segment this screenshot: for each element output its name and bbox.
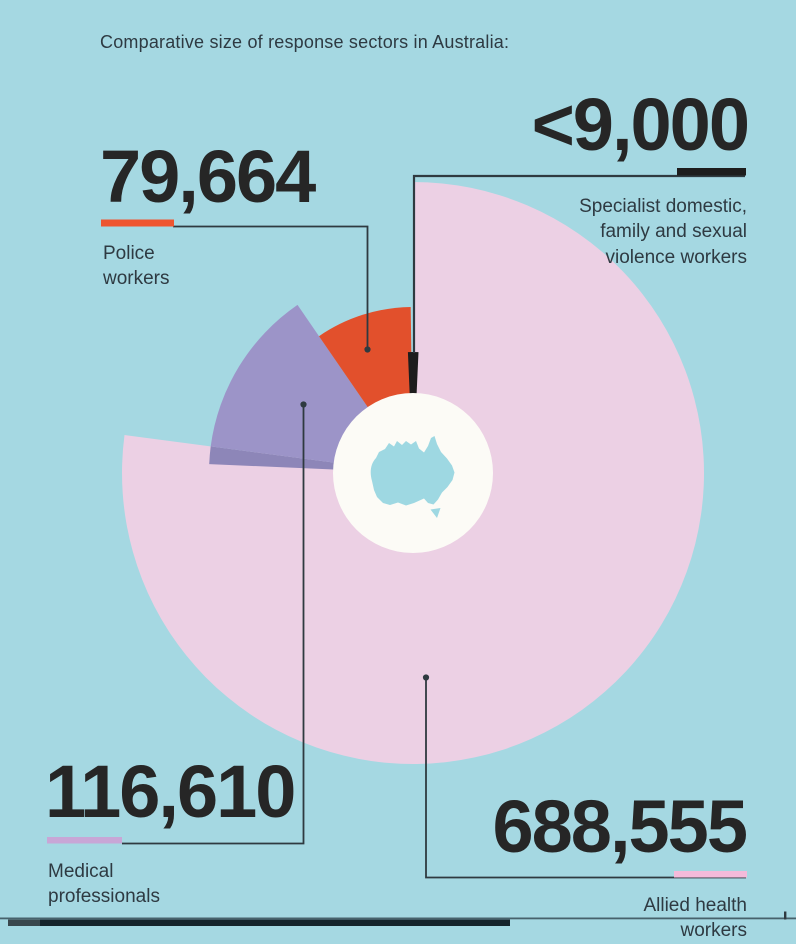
allied-connector-dot [422, 674, 430, 681]
allied-label: Allied health workers [643, 895, 747, 942]
specialist-connector-line [412, 174, 745, 353]
bottom-divider [0, 917, 796, 920]
medical-connector-dot [300, 401, 307, 408]
bottom-bar [40, 919, 510, 926]
allied-connector-line [425, 678, 746, 879]
specialist-value: <9,000 [531, 83, 750, 166]
bottom-tick [784, 911, 787, 920]
medical-label: Medical professionals [48, 861, 160, 908]
allied-underline [674, 871, 747, 878]
medical-connector-line [122, 406, 305, 845]
chart-title: Comparative size of response sectors in … [100, 32, 510, 52]
allied-value: 688,555 [492, 785, 748, 868]
police-value: 79,664 [100, 135, 316, 218]
specialist-underline [677, 168, 746, 176]
australia-map-icon [370, 436, 455, 518]
bottom-bar-left-segment [8, 919, 40, 926]
police-label: Police workers [103, 243, 170, 290]
medical-underline [47, 837, 122, 844]
police-connector-line [173, 225, 369, 347]
specialist-label: Specialist domestic, family and sexual v… [579, 196, 747, 268]
police-connector-dot [364, 346, 371, 353]
police-underline [101, 219, 174, 227]
medical-value: 116,610 [45, 750, 296, 833]
